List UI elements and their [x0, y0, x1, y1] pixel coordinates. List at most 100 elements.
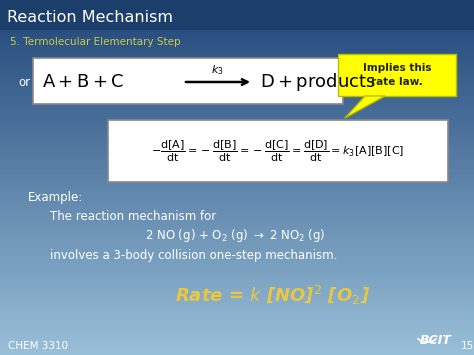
Bar: [0, 55, 474, 57]
Bar: [0, 334, 474, 335]
Bar: [0, 43, 474, 44]
Bar: [0, 0, 474, 30]
Bar: [0, 304, 474, 305]
Bar: [0, 131, 474, 133]
Bar: [0, 122, 474, 124]
Bar: [0, 240, 474, 241]
Bar: [0, 268, 474, 270]
Bar: [0, 162, 474, 163]
Bar: [0, 169, 474, 170]
Bar: [0, 7, 474, 9]
Bar: [0, 252, 474, 254]
Bar: [0, 353, 474, 355]
Bar: [0, 50, 474, 51]
Bar: [0, 78, 474, 80]
Bar: [0, 147, 474, 149]
Bar: [0, 234, 474, 236]
Text: 5. Termolecular Elementary Step: 5. Termolecular Elementary Step: [10, 37, 181, 47]
Bar: [0, 121, 474, 122]
Bar: [0, 2, 474, 4]
Bar: [0, 98, 474, 99]
Bar: [0, 325, 474, 327]
Bar: [0, 172, 474, 174]
Bar: [0, 96, 474, 98]
Bar: [0, 9, 474, 11]
Bar: [0, 291, 474, 293]
Text: 2 NO (g) + O$_2$ (g) $\rightarrow$ 2 NO$_2$ (g): 2 NO (g) + O$_2$ (g) $\rightarrow$ 2 NO$…: [145, 228, 326, 245]
Text: $\mathsf{A + B + C}$: $\mathsf{A + B + C}$: [42, 73, 124, 91]
Bar: [0, 76, 474, 78]
Bar: [0, 248, 474, 250]
Text: or: or: [18, 76, 30, 88]
Bar: [0, 156, 474, 158]
Bar: [0, 231, 474, 233]
Bar: [0, 20, 474, 21]
Bar: [0, 241, 474, 243]
Text: involves a 3-body collision one-step mechanism.: involves a 3-body collision one-step mec…: [50, 250, 337, 262]
Text: 15: 15: [461, 341, 474, 351]
Bar: [0, 295, 474, 296]
Bar: [0, 99, 474, 101]
Bar: [0, 142, 474, 144]
Bar: [0, 279, 474, 280]
Bar: [0, 140, 474, 142]
Bar: [0, 193, 474, 195]
Bar: [0, 115, 474, 117]
Bar: [0, 110, 474, 112]
Bar: [0, 51, 474, 53]
Bar: [0, 44, 474, 46]
Bar: [0, 87, 474, 89]
Bar: [0, 108, 474, 110]
Bar: [0, 160, 474, 162]
Bar: [0, 82, 474, 83]
Bar: [0, 170, 474, 172]
Bar: [0, 335, 474, 337]
Bar: [0, 23, 474, 25]
Bar: [0, 146, 474, 147]
Bar: [0, 225, 474, 227]
Bar: [0, 5, 474, 7]
Bar: [0, 85, 474, 87]
Bar: [0, 94, 474, 96]
Bar: [0, 282, 474, 284]
Bar: [0, 73, 474, 75]
Bar: [0, 34, 474, 36]
Bar: [0, 289, 474, 291]
Bar: [0, 293, 474, 295]
Text: Rate = $\mathit{k}$ [NO]$^2$ [O$_2$]: Rate = $\mathit{k}$ [NO]$^2$ [O$_2$]: [175, 283, 370, 307]
Bar: [0, 227, 474, 229]
Bar: [0, 277, 474, 279]
Bar: [0, 261, 474, 263]
Bar: [0, 137, 474, 138]
Bar: [0, 53, 474, 55]
Bar: [0, 233, 474, 234]
Bar: [0, 30, 474, 32]
Bar: [0, 176, 474, 178]
Bar: [0, 236, 474, 238]
Bar: [0, 222, 474, 224]
Bar: [0, 323, 474, 325]
Bar: [0, 284, 474, 286]
Bar: [0, 124, 474, 126]
Bar: [0, 195, 474, 197]
Text: Reaction Mechanism: Reaction Mechanism: [7, 11, 173, 26]
Bar: [0, 316, 474, 318]
Bar: [0, 39, 474, 41]
Text: CHEM 3310: CHEM 3310: [8, 341, 68, 351]
Bar: [0, 12, 474, 14]
Bar: [0, 314, 474, 316]
Bar: [0, 224, 474, 225]
Bar: [0, 296, 474, 298]
Bar: [0, 130, 474, 131]
Bar: [0, 16, 474, 18]
Bar: [0, 101, 474, 103]
Bar: [0, 201, 474, 202]
Text: The reaction mechanism for: The reaction mechanism for: [50, 209, 216, 223]
Bar: [0, 343, 474, 344]
Bar: [0, 126, 474, 128]
Bar: [0, 302, 474, 304]
Bar: [0, 27, 474, 28]
Bar: [0, 327, 474, 328]
Bar: [0, 179, 474, 181]
Bar: [0, 346, 474, 348]
